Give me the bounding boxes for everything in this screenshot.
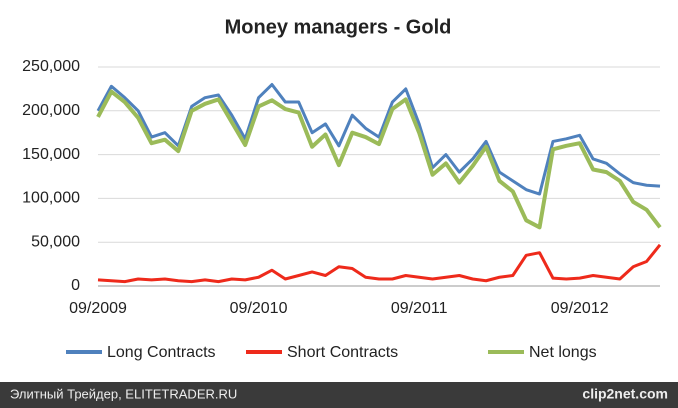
background	[0, 0, 678, 382]
y-tick-label: 100,000	[22, 190, 80, 207]
legend-label: Net longs	[529, 344, 597, 361]
series-line	[96, 83, 661, 196]
x-tick-label: 09/2012	[551, 300, 609, 317]
footer-right: clip2net.com	[582, 386, 668, 402]
series-line	[97, 243, 662, 284]
y-tick-label: 200,000	[22, 102, 80, 119]
y-tick-label: 50,000	[31, 233, 80, 250]
footer-bar	[0, 382, 678, 408]
legend-label: Long Contracts	[107, 344, 216, 361]
x-tick-label: 09/2010	[230, 300, 288, 317]
footer-left: Элитный Трейдер, ELITETRADER.RU	[10, 386, 237, 401]
chart-title: Money managers - Gold	[225, 16, 452, 38]
legend-label: Short Contracts	[287, 344, 398, 361]
x-tick-label: 09/2011	[391, 300, 448, 317]
y-tick-label: 150,000	[22, 146, 80, 163]
y-tick-label: 0	[71, 277, 80, 294]
series-line	[96, 89, 662, 230]
x-tick-label: 09/2009	[69, 300, 127, 317]
y-tick-label: 250,000	[22, 58, 80, 75]
